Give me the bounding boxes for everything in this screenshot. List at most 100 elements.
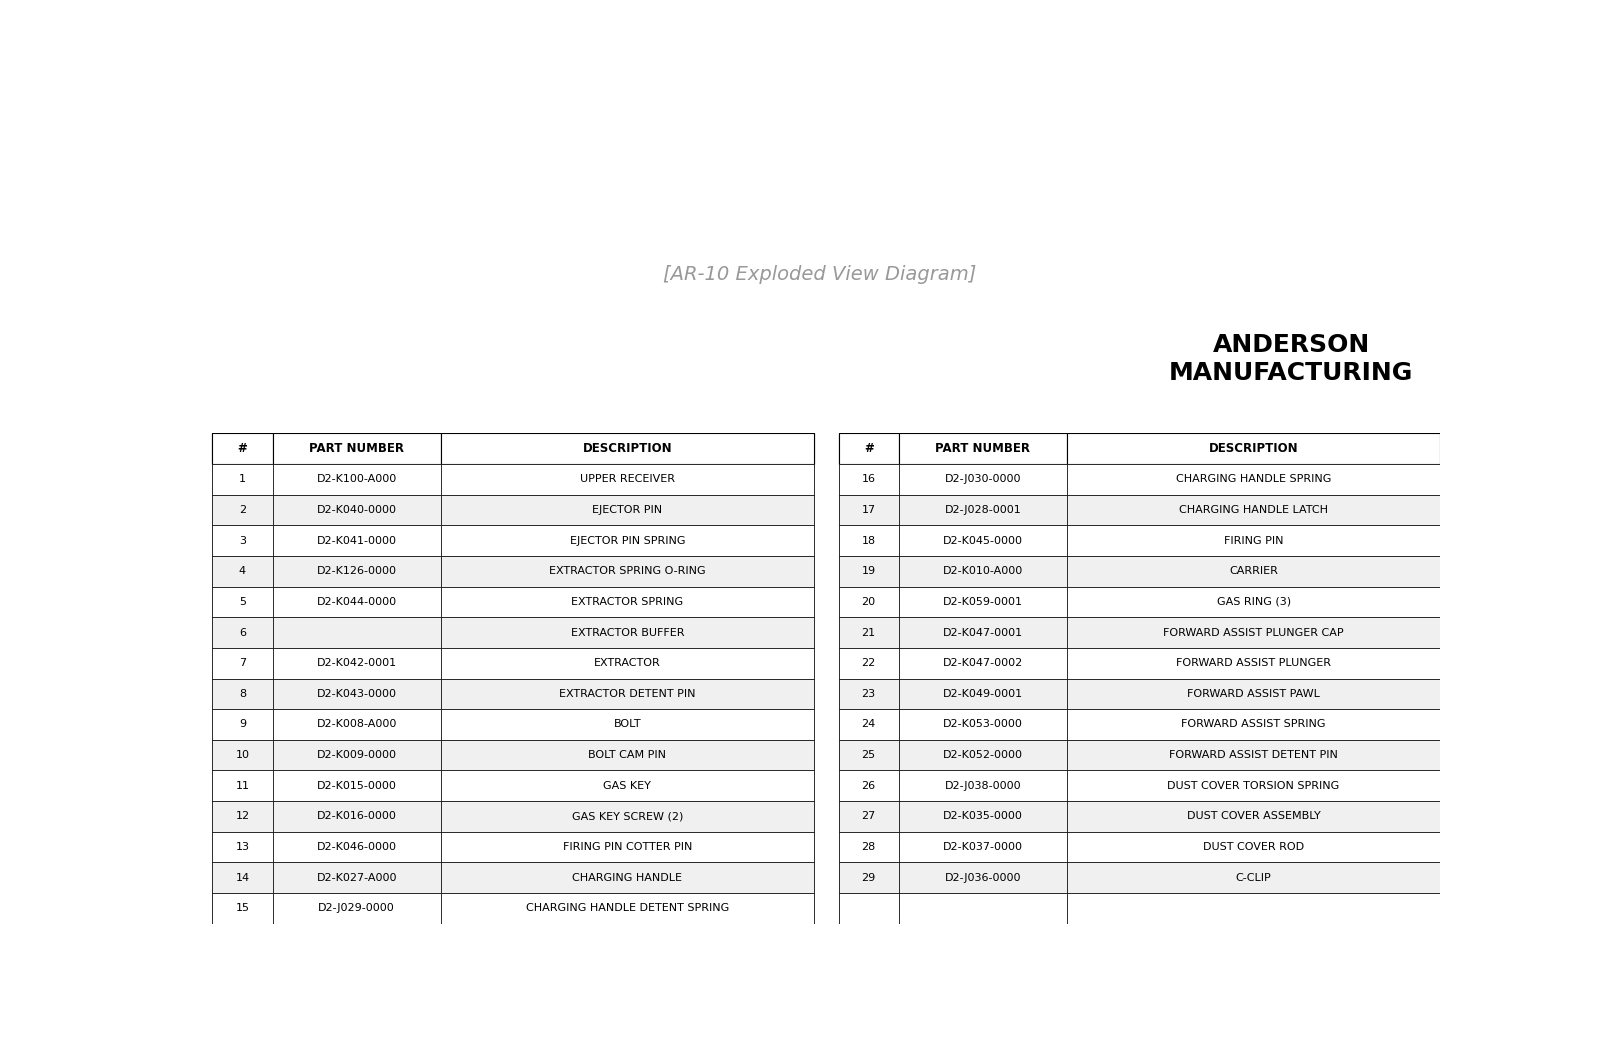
- Bar: [899, 709, 1067, 740]
- Bar: [838, 831, 899, 863]
- Text: D2-K016-0000: D2-K016-0000: [317, 812, 397, 821]
- Bar: [838, 464, 899, 494]
- Text: 27: 27: [861, 812, 875, 821]
- Bar: [213, 801, 814, 831]
- Text: D2-K045-0000: D2-K045-0000: [942, 536, 1022, 546]
- Bar: [838, 618, 899, 648]
- Text: FORWARD ASSIST SPRING: FORWARD ASSIST SPRING: [1181, 719, 1326, 730]
- Bar: [899, 555, 1067, 586]
- Text: 2: 2: [238, 504, 246, 515]
- Bar: [838, 863, 899, 893]
- Bar: [213, 893, 814, 924]
- Bar: [838, 586, 899, 618]
- Text: 18: 18: [862, 536, 875, 546]
- Text: 12: 12: [235, 812, 250, 821]
- Text: FORWARD ASSIST PLUNGER: FORWARD ASSIST PLUNGER: [1176, 658, 1331, 668]
- Text: 20: 20: [862, 597, 875, 607]
- Text: DESCRIPTION: DESCRIPTION: [1208, 442, 1298, 455]
- Bar: [1067, 863, 1440, 893]
- Bar: [838, 618, 1440, 648]
- Bar: [1067, 831, 1440, 863]
- Bar: [213, 648, 814, 679]
- Text: CHARGING HANDLE DETENT SPRING: CHARGING HANDLE DETENT SPRING: [526, 903, 730, 913]
- Bar: [213, 464, 814, 494]
- Bar: [272, 863, 442, 893]
- Bar: [213, 555, 814, 586]
- Text: DUST COVER ASSEMBLY: DUST COVER ASSEMBLY: [1187, 812, 1320, 821]
- Text: CHARGING HANDLE: CHARGING HANDLE: [573, 873, 682, 883]
- Text: D2-J029-0000: D2-J029-0000: [318, 903, 395, 913]
- Text: FORWARD ASSIST DETENT PIN: FORWARD ASSIST DETENT PIN: [1170, 750, 1338, 760]
- Text: 9: 9: [238, 719, 246, 730]
- Bar: [1067, 586, 1440, 618]
- Bar: [272, 433, 442, 464]
- Bar: [1067, 555, 1440, 586]
- Text: D2-J036-0000: D2-J036-0000: [944, 873, 1021, 883]
- Bar: [272, 618, 442, 648]
- Text: 3: 3: [238, 536, 246, 546]
- Bar: [899, 801, 1067, 831]
- Text: D2-K043-0000: D2-K043-0000: [317, 689, 397, 699]
- Bar: [213, 464, 272, 494]
- Text: D2-K040-0000: D2-K040-0000: [317, 504, 397, 515]
- Bar: [213, 801, 272, 831]
- Bar: [1067, 464, 1440, 494]
- Text: EXTRACTOR: EXTRACTOR: [594, 658, 661, 668]
- Text: UPPER RECEIVER: UPPER RECEIVER: [579, 474, 675, 484]
- Text: 22: 22: [861, 658, 875, 668]
- Bar: [838, 770, 1440, 801]
- Bar: [272, 679, 442, 709]
- Bar: [838, 770, 899, 801]
- Bar: [899, 433, 1067, 464]
- Bar: [213, 831, 814, 863]
- Bar: [213, 893, 272, 924]
- Bar: [838, 648, 899, 679]
- Bar: [838, 555, 1440, 586]
- Bar: [213, 433, 272, 464]
- Bar: [838, 433, 1440, 464]
- Bar: [899, 893, 1067, 924]
- Text: 23: 23: [862, 689, 875, 699]
- Text: D2-K044-0000: D2-K044-0000: [317, 597, 397, 607]
- Bar: [442, 831, 814, 863]
- Bar: [1067, 433, 1440, 464]
- Bar: [838, 801, 899, 831]
- Bar: [838, 433, 899, 464]
- Bar: [272, 494, 442, 525]
- Text: C-CLIP: C-CLIP: [1235, 873, 1272, 883]
- Text: 10: 10: [235, 750, 250, 760]
- Text: 21: 21: [862, 628, 875, 637]
- Bar: [442, 525, 814, 555]
- Text: DUST COVER TORSION SPRING: DUST COVER TORSION SPRING: [1168, 781, 1339, 791]
- Bar: [442, 770, 814, 801]
- Bar: [213, 679, 814, 709]
- Text: CHARGING HANDLE LATCH: CHARGING HANDLE LATCH: [1179, 504, 1328, 515]
- Bar: [213, 679, 272, 709]
- Bar: [1067, 801, 1440, 831]
- Bar: [213, 709, 814, 740]
- Bar: [1067, 618, 1440, 648]
- Text: D2-K046-0000: D2-K046-0000: [317, 842, 397, 852]
- Text: EJECTOR PIN SPRING: EJECTOR PIN SPRING: [570, 536, 685, 546]
- Bar: [272, 740, 442, 770]
- Bar: [442, 679, 814, 709]
- Text: FORWARD ASSIST PAWL: FORWARD ASSIST PAWL: [1187, 689, 1320, 699]
- Bar: [838, 586, 1440, 618]
- Bar: [899, 863, 1067, 893]
- Text: 8: 8: [238, 689, 246, 699]
- Bar: [899, 831, 1067, 863]
- Text: 25: 25: [862, 750, 875, 760]
- Text: 17: 17: [862, 504, 875, 515]
- Bar: [213, 770, 814, 801]
- Text: D2-K053-0000: D2-K053-0000: [942, 719, 1022, 730]
- Bar: [213, 433, 814, 464]
- Bar: [1067, 770, 1440, 801]
- Bar: [272, 555, 442, 586]
- Bar: [213, 740, 272, 770]
- Bar: [442, 555, 814, 586]
- Text: D2-K041-0000: D2-K041-0000: [317, 536, 397, 546]
- Bar: [213, 770, 272, 801]
- Text: PART NUMBER: PART NUMBER: [936, 442, 1030, 455]
- Text: ANDERSON
MANUFACTURING: ANDERSON MANUFACTURING: [1170, 333, 1413, 385]
- Text: D2-K049-0001: D2-K049-0001: [942, 689, 1022, 699]
